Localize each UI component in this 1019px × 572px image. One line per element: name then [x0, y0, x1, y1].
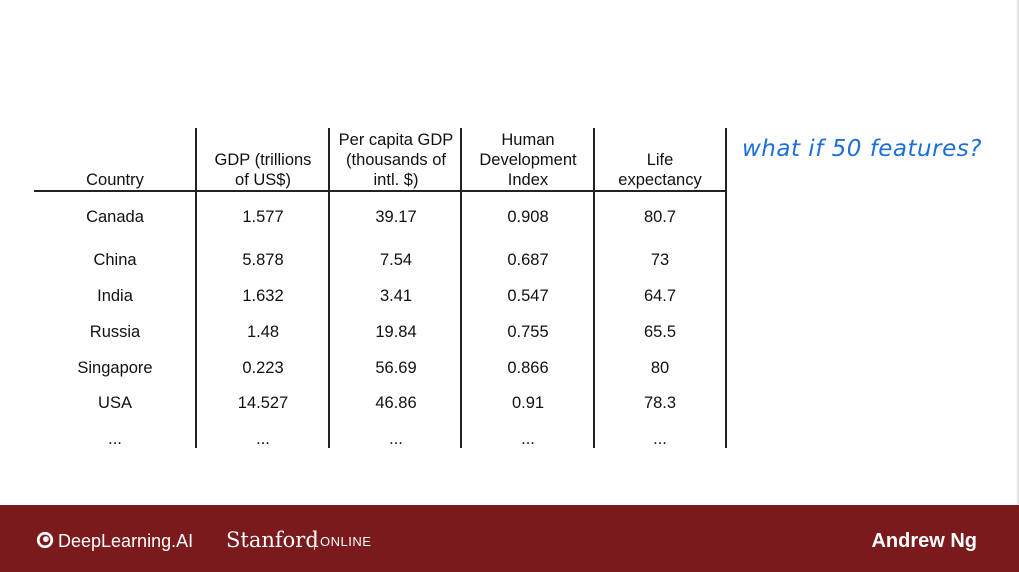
cell-per-capita-gdp: 19.84 — [375, 323, 417, 341]
header-per-capita-gdp: Per capita GDP (thousands of intl. $) — [338, 131, 454, 189]
slide-edge — [1016, 0, 1019, 505]
author-name: Andrew Ng — [871, 530, 977, 552]
cell-hdi: 0.755 — [507, 323, 549, 341]
column-divider — [460, 128, 462, 448]
cell-per-capita-gdp: 56.69 — [375, 359, 417, 377]
cell-life-expectancy: 80.7 — [643, 208, 677, 226]
cell-life-expectancy: 64.7 — [643, 287, 677, 305]
slide: Country GDP (trillions of US$) Per capit… — [34, 0, 1019, 505]
cell-gdp: 1.48 — [246, 323, 280, 341]
brand-name: DeepLearning.AI — [58, 531, 194, 551]
cell-hdi: 0.687 — [507, 251, 549, 269]
cell-country: ... — [108, 430, 122, 448]
cell-per-capita-gdp: ... — [389, 430, 403, 448]
cell-gdp: 14.527 — [237, 394, 289, 412]
cell-country: India — [97, 287, 133, 305]
header-country: Country — [86, 171, 144, 189]
cell-per-capita-gdp: 7.54 — [379, 251, 413, 269]
data-table: Country GDP (trillions of US$) Per capit… — [34, 128, 727, 448]
partner-suffix: ONLINE — [320, 534, 372, 549]
cell-per-capita-gdp: 46.86 — [375, 394, 417, 412]
cell-gdp: 5.878 — [242, 251, 284, 269]
cell-country: Canada — [86, 208, 144, 226]
cell-hdi: ... — [521, 430, 535, 448]
cell-hdi: 0.91 — [511, 394, 545, 412]
column-divider — [725, 128, 727, 448]
cell-life-expectancy: 78.3 — [643, 394, 677, 412]
cell-country: Russia — [89, 323, 141, 341]
column-divider — [593, 128, 595, 448]
cell-life-expectancy: 65.5 — [643, 323, 677, 341]
cell-gdp: 1.632 — [242, 287, 284, 305]
cell-gdp: ... — [256, 430, 270, 448]
cell-life-expectancy: ... — [653, 430, 667, 448]
cell-gdp: 1.577 — [242, 208, 284, 226]
header-life-expectancy: Life expectancy — [618, 151, 702, 189]
partner-divider — [314, 532, 315, 550]
cell-country: China — [93, 251, 137, 269]
cell-life-expectancy: 73 — [650, 251, 670, 269]
cell-per-capita-gdp: 39.17 — [375, 208, 417, 226]
cell-hdi: 0.908 — [507, 208, 549, 226]
cell-country: USA — [98, 394, 132, 412]
column-divider — [328, 128, 330, 448]
cell-country: Singapore — [77, 359, 153, 377]
header-hdi: Human Development Index — [479, 131, 577, 189]
cell-hdi: 0.547 — [507, 287, 549, 305]
cell-gdp: 0.223 — [242, 359, 284, 377]
column-divider — [195, 128, 197, 448]
deeplearning-logo-icon — [36, 531, 54, 549]
cell-hdi: 0.866 — [507, 359, 549, 377]
partner-name: Stanford — [226, 528, 319, 552]
footer-bar — [0, 505, 1019, 572]
cell-life-expectancy: 80 — [650, 359, 670, 377]
header-divider — [34, 190, 726, 192]
header-gdp: GDP (trillions of US$) — [214, 151, 312, 189]
handwritten-note: what if 50 features? — [742, 136, 982, 162]
cell-per-capita-gdp: 3.41 — [379, 287, 413, 305]
